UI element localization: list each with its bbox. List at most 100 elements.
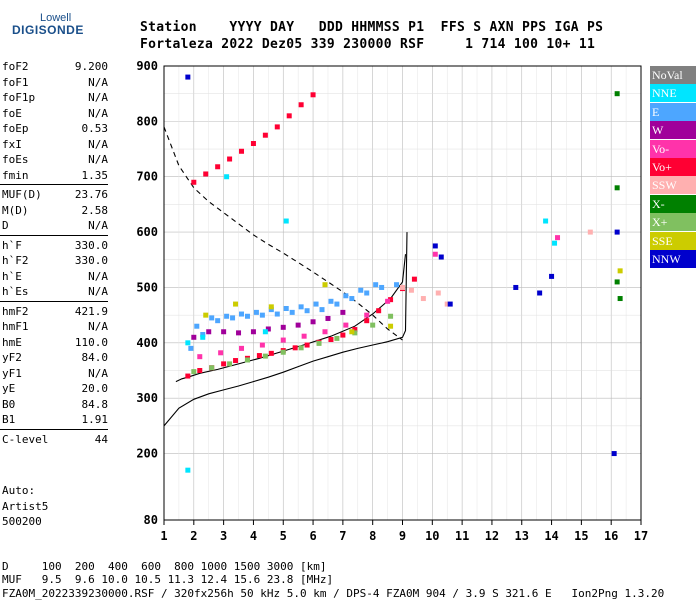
x-tick-label: 15 <box>574 529 588 543</box>
data-point <box>203 312 209 318</box>
y-axis-ticks: 80 200 300 400 500 600 700 800 900 <box>136 59 158 527</box>
legend-item: X+ <box>650 213 696 232</box>
data-point <box>319 307 325 313</box>
data-point <box>200 332 206 338</box>
data-point <box>364 312 370 318</box>
data-point <box>206 329 212 335</box>
param-value: 1.91 <box>81 413 109 426</box>
data-point <box>224 313 230 319</box>
data-point <box>611 451 617 457</box>
data-point <box>447 301 453 307</box>
data-point <box>268 350 274 356</box>
data-point <box>376 308 382 314</box>
param-value: 84.8 <box>81 397 109 411</box>
data-point <box>385 298 391 304</box>
auto-label: Auto: <box>2 484 36 497</box>
param-name: h`Es <box>2 285 29 298</box>
param-row: B0 84.8 <box>2 397 108 412</box>
data-point <box>614 185 620 191</box>
param-row: hmF2 421.9 <box>2 304 108 319</box>
param-name: foF1 <box>2 75 29 89</box>
auto-artist: Artist5 <box>2 500 49 513</box>
param-value: N/A <box>88 91 108 104</box>
data-point <box>411 276 417 282</box>
data-point <box>298 102 304 108</box>
data-point <box>379 284 385 290</box>
data-point <box>227 361 233 367</box>
param-row: h`Es N/A <box>2 284 108 299</box>
data-point <box>614 229 620 235</box>
x-tick-label: 6 <box>309 529 316 543</box>
data-point <box>555 235 561 241</box>
param-row: B1 1.91 <box>2 412 108 427</box>
param-value: 20.0 <box>81 382 109 395</box>
x-tick-label: 17 <box>634 529 648 543</box>
param-row: hmF1 N/A <box>2 319 108 334</box>
data-point <box>301 333 307 339</box>
param-name: hmF1 <box>2 320 29 333</box>
param-value: N/A <box>88 366 108 380</box>
param-name: h`F2 <box>2 254 29 267</box>
param-name: M(D) <box>2 203 29 217</box>
param-row: h`F 330.0 <box>2 238 108 253</box>
param-name: hmE <box>2 335 22 349</box>
x-tick-label: 3 <box>220 529 227 543</box>
data-point <box>343 322 349 328</box>
x-tick-label: 9 <box>399 529 406 543</box>
data-point <box>343 293 349 299</box>
param-row: foEp 0.53 <box>2 121 108 136</box>
param-name: foE <box>2 106 22 120</box>
param-value: 1.35 <box>81 168 109 182</box>
x-tick-label: 2 <box>190 529 197 543</box>
param-row: M(D) 2.58 <box>2 203 108 218</box>
param-name: B1 <box>2 413 16 426</box>
param-value: N/A <box>88 153 108 166</box>
y-tick-label: 800 <box>136 114 158 128</box>
param-value: 330.0 <box>74 254 108 267</box>
data-point <box>322 282 328 288</box>
param-name: hmF2 <box>2 304 29 318</box>
data-point <box>400 284 405 290</box>
data-point <box>274 311 280 317</box>
param-value: N/A <box>88 320 108 333</box>
data-point <box>239 148 245 154</box>
data-point <box>614 279 620 285</box>
x-tick-label: 5 <box>280 529 287 543</box>
data-point <box>221 361 227 367</box>
data-point <box>253 309 259 315</box>
param-row: D N/A <box>2 218 108 233</box>
x-tick-label: 10 <box>425 529 439 543</box>
legend-item: W <box>650 121 696 140</box>
data-point <box>373 282 379 288</box>
y-tick-label: 400 <box>136 336 158 350</box>
param-value: N/A <box>88 219 108 232</box>
param-name: fxI <box>2 137 22 151</box>
data-point <box>310 92 316 98</box>
data-point <box>209 365 215 371</box>
data-point <box>352 330 358 336</box>
x-tick-label: 13 <box>515 529 529 543</box>
data-point <box>203 171 209 177</box>
data-point <box>191 179 197 185</box>
data-point <box>194 323 200 329</box>
data-point <box>256 353 262 359</box>
param-name: foEp <box>2 122 29 135</box>
x-tick-label: 8 <box>369 529 376 543</box>
data-point <box>280 337 286 343</box>
data-point <box>209 315 215 321</box>
param-name: MUF(D) <box>2 188 42 201</box>
param-value: N/A <box>88 75 108 89</box>
data-point <box>292 345 298 351</box>
data-point <box>432 251 438 257</box>
data-point <box>262 132 268 138</box>
separator <box>0 234 108 236</box>
data-point <box>349 296 355 302</box>
separator <box>0 300 108 302</box>
param-value: 84.0 <box>81 351 109 364</box>
param-row: yF1 N/A <box>2 366 108 381</box>
data-point <box>191 334 197 340</box>
x-tick-label: 4 <box>250 529 257 543</box>
legend-item: E <box>650 102 696 121</box>
param-name: fmin <box>2 168 29 182</box>
